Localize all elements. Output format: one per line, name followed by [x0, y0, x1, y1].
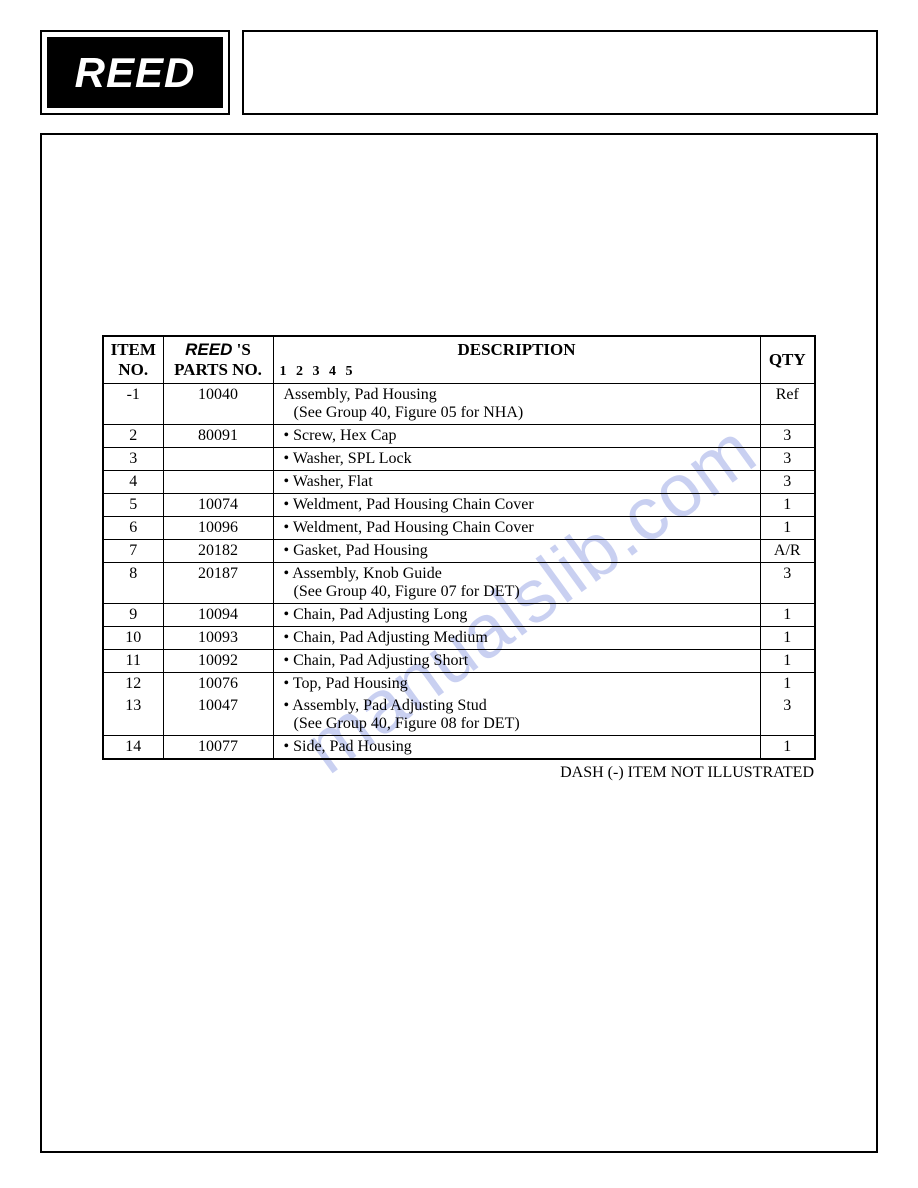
cell-qty: 1 — [760, 650, 815, 673]
cell-qty: 3 — [760, 448, 815, 471]
cell-qty: 1 — [760, 604, 815, 627]
table-row: 910094• Chain, Pad Adjusting Long1 — [103, 604, 815, 627]
logo-box: REED — [40, 30, 230, 115]
col-header-item-line2: NO. — [110, 360, 157, 380]
cell-qty: 1 — [760, 517, 815, 540]
table-row: 720182• Gasket, Pad HousingA/R — [103, 540, 815, 563]
parts-table: ITEM NO. REED 'S PARTS NO. DESCRIPTION 1… — [102, 335, 816, 760]
cell-item: 3 — [103, 448, 163, 471]
cell-qty: 1 — [760, 627, 815, 650]
col-header-parts-line2: PARTS NO. — [170, 360, 267, 380]
cell-parts: 10096 — [163, 517, 273, 540]
cell-desc: • Washer, Flat — [273, 471, 760, 494]
col-header-item-line1: ITEM — [110, 340, 157, 360]
cell-qty: 3 — [760, 425, 815, 448]
table-row: 1010093• Chain, Pad Adjusting Medium1 — [103, 627, 815, 650]
col-header-desc: DESCRIPTION 1 2 3 4 5 — [273, 336, 760, 384]
col-header-item: ITEM NO. — [103, 336, 163, 384]
cell-item: 14 — [103, 736, 163, 760]
cell-parts: 80091 — [163, 425, 273, 448]
cell-qty: 3 — [760, 563, 815, 604]
col-header-parts-prefix: REED — [185, 340, 232, 359]
cell-parts: 20182 — [163, 540, 273, 563]
cell-parts: 10040 — [163, 384, 273, 425]
cell-desc: • Screw, Hex Cap — [273, 425, 760, 448]
table-row: 3• Washer, SPL Lock3 — [103, 448, 815, 471]
table-row: 1210076• Top, Pad Housing1 — [103, 673, 815, 696]
col-header-parts-suffix: 'S — [232, 340, 250, 359]
cell-parts: 10074 — [163, 494, 273, 517]
cell-desc: • Side, Pad Housing — [273, 736, 760, 760]
cell-desc: • Chain, Pad Adjusting Short — [273, 650, 760, 673]
cell-parts: 10093 — [163, 627, 273, 650]
col-header-qty-title: QTY — [769, 350, 806, 369]
cell-item: 12 — [103, 673, 163, 696]
table-footer-note: DASH (-) ITEM NOT ILLUSTRATED — [102, 764, 816, 782]
cell-desc: • Assembly, Pad Adjusting Stud (See Grou… — [273, 695, 760, 736]
cell-item: 9 — [103, 604, 163, 627]
cell-desc: • Weldment, Pad Housing Chain Cover — [273, 517, 760, 540]
cell-parts: 20187 — [163, 563, 273, 604]
cell-parts: 10076 — [163, 673, 273, 696]
col-header-qty: QTY — [760, 336, 815, 384]
cell-desc: • Chain, Pad Adjusting Long — [273, 604, 760, 627]
cell-parts: 10077 — [163, 736, 273, 760]
cell-item: 5 — [103, 494, 163, 517]
cell-item: 4 — [103, 471, 163, 494]
cell-item: 7 — [103, 540, 163, 563]
table-row: 1110092• Chain, Pad Adjusting Short1 — [103, 650, 815, 673]
cell-desc: • Gasket, Pad Housing — [273, 540, 760, 563]
cell-item: 8 — [103, 563, 163, 604]
table-body: -110040Assembly, Pad Housing(See Group 4… — [103, 384, 815, 760]
cell-qty: 3 — [760, 695, 815, 736]
table-row: 1310047• Assembly, Pad Adjusting Stud (S… — [103, 695, 815, 736]
col-header-parts: REED 'S PARTS NO. — [163, 336, 273, 384]
cell-item: 11 — [103, 650, 163, 673]
table-header-row: ITEM NO. REED 'S PARTS NO. DESCRIPTION 1… — [103, 336, 815, 384]
cell-qty: 1 — [760, 736, 815, 760]
cell-parts: 10094 — [163, 604, 273, 627]
table-row: 610096• Weldment, Pad Housing Chain Cove… — [103, 517, 815, 540]
cell-parts: 10092 — [163, 650, 273, 673]
cell-desc: • Washer, SPL Lock — [273, 448, 760, 471]
cell-item: 6 — [103, 517, 163, 540]
cell-desc: Assembly, Pad Housing(See Group 40, Figu… — [273, 384, 760, 425]
cell-parts — [163, 471, 273, 494]
cell-item: 2 — [103, 425, 163, 448]
logo-text: REED — [75, 49, 196, 97]
table-row: -110040Assembly, Pad Housing(See Group 4… — [103, 384, 815, 425]
table-row: 280091• Screw, Hex Cap3 — [103, 425, 815, 448]
table-row: 1410077• Side, Pad Housing1 — [103, 736, 815, 760]
col-header-desc-title: DESCRIPTION — [280, 340, 754, 360]
cell-item: -1 — [103, 384, 163, 425]
cell-desc: • Chain, Pad Adjusting Medium — [273, 627, 760, 650]
col-header-desc-sub: 1 2 3 4 5 — [280, 360, 754, 380]
logo-inner: REED — [47, 37, 223, 108]
content-frame: manualslib.com ITEM NO. REED 'S PARTS NO… — [40, 133, 878, 1153]
cell-desc: • Weldment, Pad Housing Chain Cover — [273, 494, 760, 517]
cell-qty: Ref — [760, 384, 815, 425]
cell-desc: • Assembly, Knob Guide (See Group 40, Fi… — [273, 563, 760, 604]
cell-desc: • Top, Pad Housing — [273, 673, 760, 696]
cell-qty: A/R — [760, 540, 815, 563]
cell-qty: 1 — [760, 494, 815, 517]
cell-parts: 10047 — [163, 695, 273, 736]
cell-parts — [163, 448, 273, 471]
cell-item: 10 — [103, 627, 163, 650]
cell-item: 13 — [103, 695, 163, 736]
title-box — [242, 30, 878, 115]
cell-qty: 3 — [760, 471, 815, 494]
cell-qty: 1 — [760, 673, 815, 696]
table-row: 4 • Washer, Flat3 — [103, 471, 815, 494]
table-row: 510074• Weldment, Pad Housing Chain Cove… — [103, 494, 815, 517]
table-row: 820187• Assembly, Knob Guide (See Group … — [103, 563, 815, 604]
